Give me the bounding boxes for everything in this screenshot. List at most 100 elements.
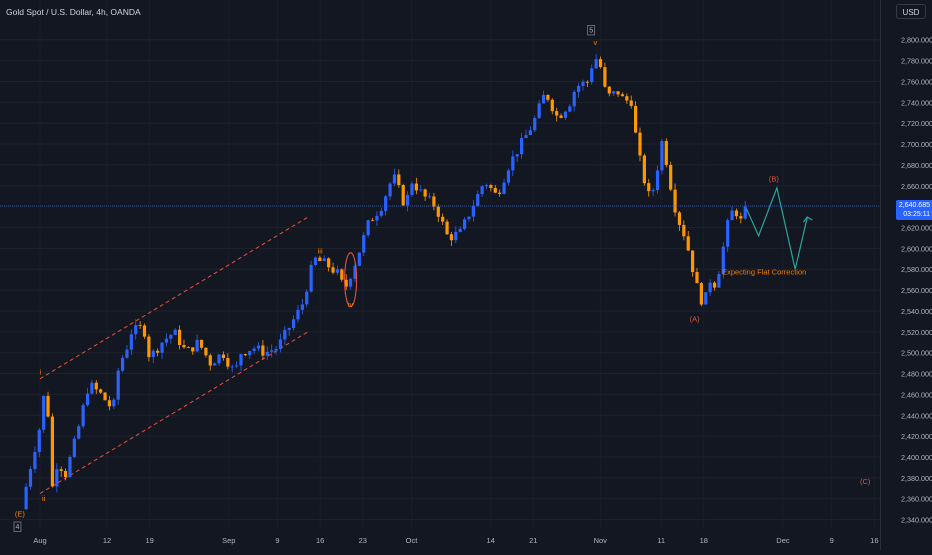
candle-bull <box>519 138 524 155</box>
candle-bull <box>717 274 721 288</box>
projection-zigzag <box>745 185 808 270</box>
candle-bear <box>318 257 322 262</box>
candle-bull <box>234 365 239 367</box>
candle-bull <box>511 156 515 171</box>
candle-bear <box>186 347 190 349</box>
candle-bear <box>177 329 182 346</box>
candle-bear <box>423 189 427 197</box>
candle-bear <box>546 95 550 100</box>
candle-bear <box>243 354 247 356</box>
last-price-value: 2,640.685 <box>898 202 930 209</box>
price-tick-label: 2,660.000 <box>901 182 932 191</box>
candle-bear <box>432 196 436 207</box>
candle-bull <box>348 278 353 287</box>
candle-bear <box>99 389 103 393</box>
candle-bull <box>42 395 46 430</box>
candle-bull <box>213 363 217 366</box>
wave-box <box>13 521 22 532</box>
currency-button[interactable]: USD <box>896 4 926 19</box>
wave-label: v <box>594 38 598 47</box>
candle-bull <box>28 469 33 487</box>
candle-bear <box>204 347 208 356</box>
price-tick-label: 2,740.000 <box>901 98 932 107</box>
candle-bull <box>287 328 291 330</box>
candle-bull <box>730 210 734 221</box>
candle-bull <box>726 220 730 247</box>
price-tick-label: 2,460.000 <box>901 390 932 399</box>
candle-bull <box>248 350 252 356</box>
candle-bull <box>655 170 660 191</box>
candle-bull <box>274 348 278 351</box>
wave-iv-highlight <box>344 252 358 308</box>
candle-bull <box>335 269 340 273</box>
candle-bear <box>677 212 682 225</box>
candle-bull <box>85 393 90 406</box>
time-tick-label: Sep <box>222 536 235 545</box>
price-tick-label: 2,800.000 <box>901 36 932 45</box>
candle-bear <box>436 206 440 217</box>
grid <box>0 39 880 521</box>
candle-bull <box>708 282 712 293</box>
candle-bull <box>230 366 234 368</box>
candle-bull <box>484 185 489 187</box>
candle-bull <box>524 134 528 139</box>
candle-bull <box>173 329 177 335</box>
candle-bear <box>344 279 348 287</box>
price-tick-label: 2,700.000 <box>901 140 932 149</box>
price-tick-label: 2,560.000 <box>901 286 932 295</box>
candle-bull <box>462 219 467 229</box>
candle-bear <box>327 258 331 268</box>
candle-bull <box>537 103 541 119</box>
symbol-title[interactable]: Gold Spot / U.S. Dollar, 4h, OANDA <box>6 7 141 17</box>
candle-bull <box>572 91 576 107</box>
candle-bear <box>603 67 607 87</box>
price-axis[interactable]: 2,340.000 2,360.000 2,380.000 2,400.000 2,42… <box>880 0 932 550</box>
time-tick-label: 21 <box>529 536 537 545</box>
candle-bear <box>629 100 633 106</box>
candle-bull <box>576 85 581 92</box>
candle-bear <box>607 86 611 94</box>
candle-bull <box>528 130 532 135</box>
chart-canvas[interactable]: (E) i ii iii iv v (A) (B) (C) 5 4 Expecting Flat Co… <box>0 0 921 550</box>
candle-bear <box>94 382 98 390</box>
candle-bull <box>419 189 423 191</box>
candle-bull <box>296 309 300 320</box>
candle-bull <box>458 228 462 232</box>
time-tick-label: Aug <box>33 536 46 545</box>
candle-bear <box>739 216 743 219</box>
channel-upper-line <box>39 216 309 380</box>
candle-bear <box>226 358 230 367</box>
price-tick-label: 2,760.000 <box>901 77 932 86</box>
candle-bear <box>550 99 554 112</box>
candle-bear <box>208 355 212 366</box>
candle-bear <box>634 105 638 133</box>
candle-bull <box>563 111 568 118</box>
price-tick-label: 2,400.000 <box>901 453 932 462</box>
candle-bear <box>191 347 195 352</box>
price-tick-label: 2,680.000 <box>901 161 932 170</box>
candle-bull <box>454 231 458 241</box>
candle-bull <box>309 264 313 292</box>
candle-bear <box>555 111 559 116</box>
candle-bear <box>664 141 668 166</box>
candle-bull <box>270 350 274 352</box>
last-price-badge: 2,640.685 03:25:11 <box>896 200 932 220</box>
candle-bull <box>427 196 432 198</box>
time-tick-label: 9 <box>830 536 834 545</box>
candle-bull <box>362 235 366 253</box>
candle-bull <box>366 220 370 236</box>
time-tick-label: 18 <box>700 536 708 545</box>
candle-bull <box>90 382 94 394</box>
candle-bull <box>353 265 357 279</box>
wave-label: (B) <box>769 175 780 184</box>
candle-bear <box>449 234 454 241</box>
candle-bull <box>506 170 511 183</box>
price-tick-label: 2,440.000 <box>901 411 932 420</box>
candle-bull <box>721 246 725 275</box>
candle-bear <box>50 416 55 487</box>
candle-bull <box>651 190 655 192</box>
candle-bear <box>682 224 686 237</box>
channel-lower-line <box>39 331 309 494</box>
